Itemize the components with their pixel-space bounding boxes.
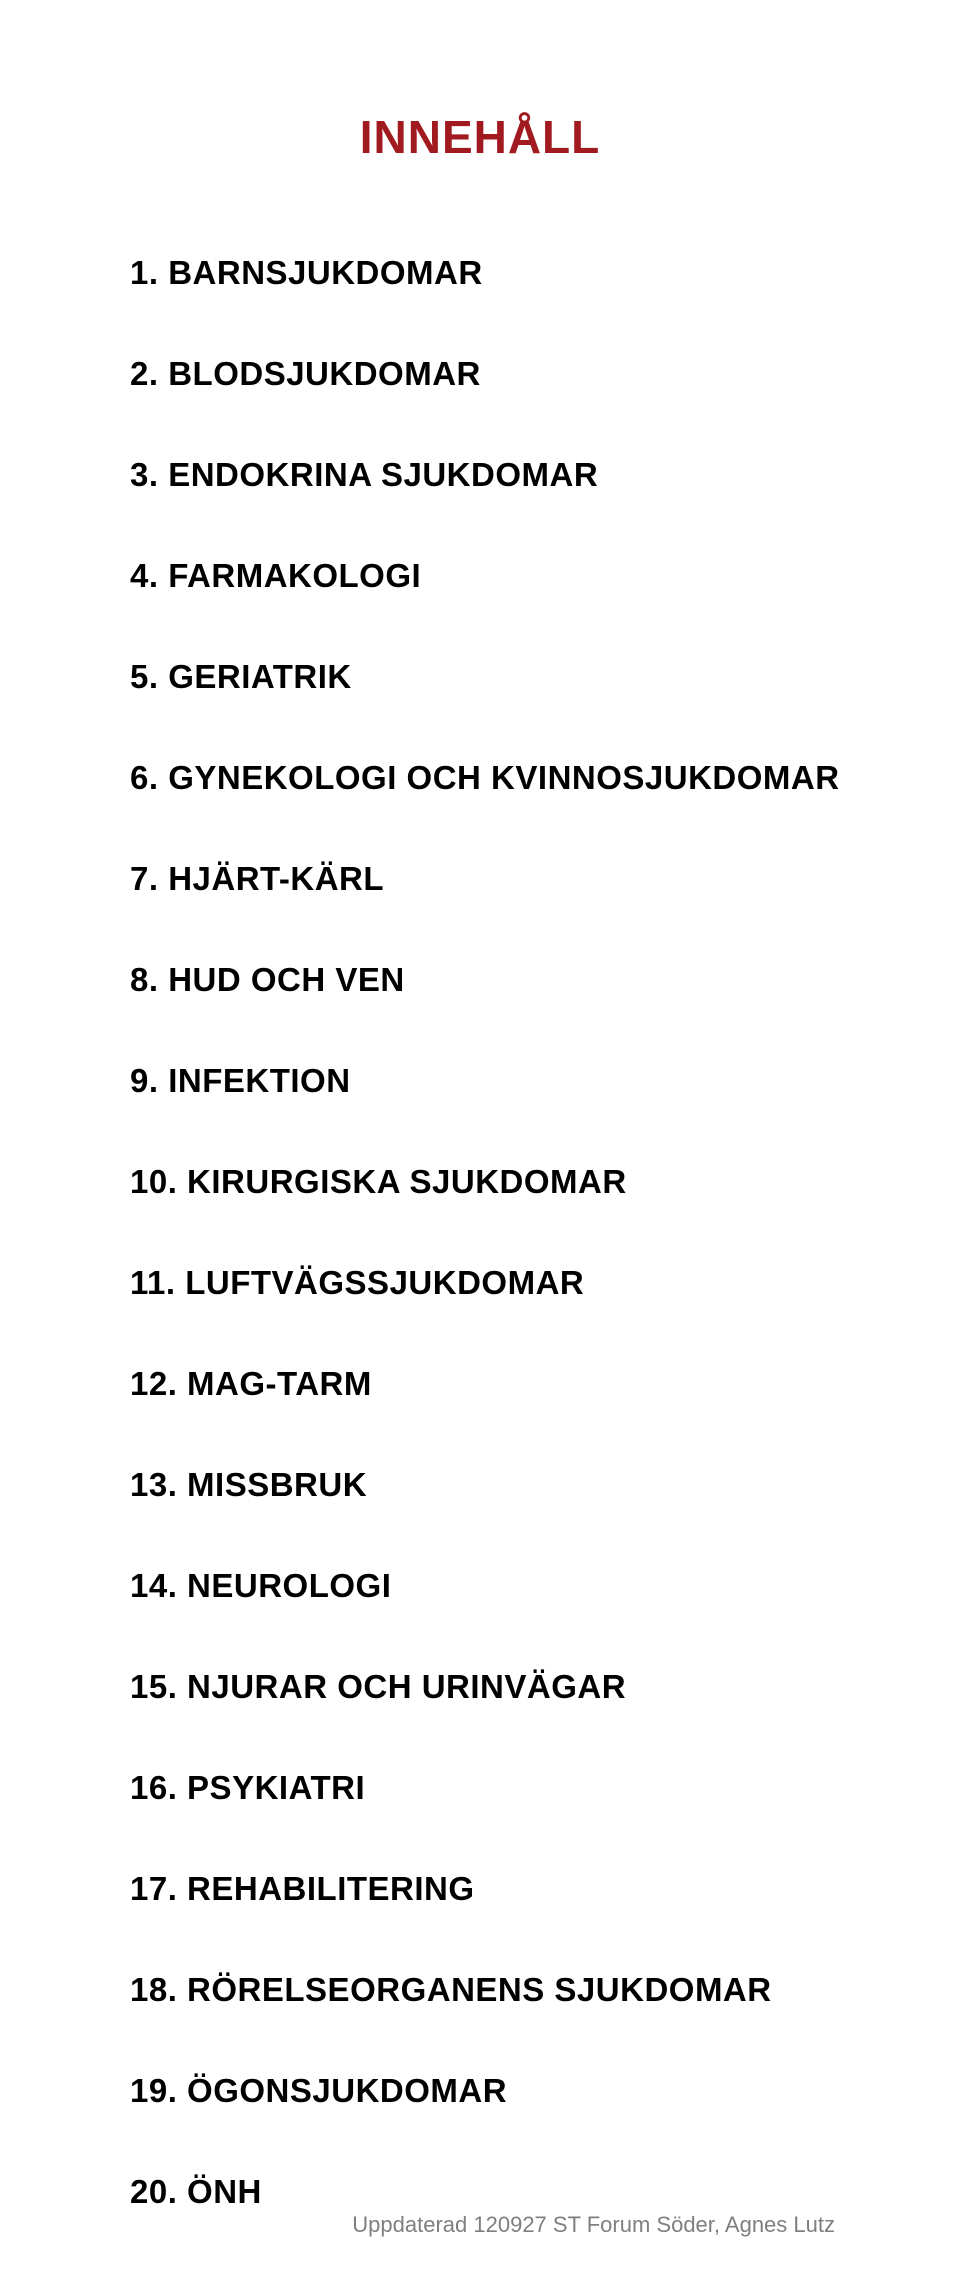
toc-item-label: RÖRELSEORGANENS SJUKDOMAR: [177, 1971, 771, 2008]
toc-item-label: BLODSJUKDOMAR: [159, 355, 481, 392]
toc-item: 20. ÖNH: [130, 2173, 830, 2211]
toc-item-number: 6.: [130, 759, 159, 797]
page-title: INNEHÅLL: [130, 110, 830, 164]
toc-item-number: 10.: [130, 1163, 177, 1201]
toc-item: 17. REHABILITERING: [130, 1870, 830, 1908]
toc-item-number: 16.: [130, 1769, 177, 1807]
toc-item-number: 17.: [130, 1870, 177, 1908]
toc-item: 6. GYNEKOLOGI OCH KVINNOSJUKDOMAR: [130, 759, 830, 797]
toc-item: 8. HUD OCH VEN: [130, 961, 830, 999]
toc-item: 3. ENDOKRINA SJUKDOMAR: [130, 456, 830, 494]
toc-item-number: 1.: [130, 254, 159, 292]
toc-item-number: 9.: [130, 1062, 159, 1100]
toc-item: 12. MAG-TARM: [130, 1365, 830, 1403]
toc-item-label: GERIATRIK: [159, 658, 352, 695]
toc-item-number: 20.: [130, 2173, 177, 2211]
footer-text: Uppdaterad 120927 ST Forum Söder, Agnes …: [352, 2212, 835, 2238]
toc-item-number: 12.: [130, 1365, 177, 1403]
toc-item: 10. KIRURGISKA SJUKDOMAR: [130, 1163, 830, 1201]
toc-item-label: ÖGONSJUKDOMAR: [177, 2072, 507, 2109]
toc-item-label: MISSBRUK: [177, 1466, 367, 1503]
toc-item: 14. NEUROLOGI: [130, 1567, 830, 1605]
toc-item: 19. ÖGONSJUKDOMAR: [130, 2072, 830, 2110]
toc-item: 5. GERIATRIK: [130, 658, 830, 696]
toc-item-label: HUD OCH VEN: [159, 961, 405, 998]
toc-item-number: 19.: [130, 2072, 177, 2110]
toc-item-number: 2.: [130, 355, 159, 393]
toc-item-number: 5.: [130, 658, 159, 696]
toc-item-number: 13.: [130, 1466, 177, 1504]
table-of-contents: 1. BARNSJUKDOMAR 2. BLODSJUKDOMAR 3. ENDOK…: [130, 254, 830, 2211]
toc-item-label: GYNEKOLOGI OCH KVINNOSJUKDOMAR: [159, 759, 840, 796]
toc-item: 15. NJURAR OCH URINVÄGAR: [130, 1668, 830, 1706]
toc-item-label: HJÄRT-KÄRL: [159, 860, 385, 897]
toc-item-label: INFEKTION: [159, 1062, 351, 1099]
toc-item-number: 11.: [130, 1264, 176, 1302]
toc-item-label: MAG-TARM: [177, 1365, 372, 1402]
toc-item: 9. INFEKTION: [130, 1062, 830, 1100]
toc-item-label: ENDOKRINA SJUKDOMAR: [159, 456, 599, 493]
toc-item-label: NEUROLOGI: [177, 1567, 391, 1604]
toc-item-label: NJURAR OCH URINVÄGAR: [177, 1668, 626, 1705]
toc-item: 18. RÖRELSEORGANENS SJUKDOMAR: [130, 1971, 830, 2009]
toc-item-label: BARNSJUKDOMAR: [159, 254, 483, 291]
toc-item: 11. LUFTVÄGSSJUKDOMAR: [130, 1264, 830, 1302]
toc-item-label: LUFTVÄGSSJUKDOMAR: [176, 1264, 585, 1301]
toc-item-label: REHABILITERING: [177, 1870, 474, 1907]
toc-item: 13. MISSBRUK: [130, 1466, 830, 1504]
toc-item-number: 15.: [130, 1668, 177, 1706]
toc-item-label: KIRURGISKA SJUKDOMAR: [177, 1163, 626, 1200]
toc-item-number: 7.: [130, 860, 159, 898]
toc-item-label: FARMAKOLOGI: [159, 557, 422, 594]
toc-item: 16. PSYKIATRI: [130, 1769, 830, 1807]
toc-item-number: 14.: [130, 1567, 177, 1605]
toc-item: 1. BARNSJUKDOMAR: [130, 254, 830, 292]
toc-item-label: PSYKIATRI: [177, 1769, 365, 1806]
toc-item: 7. HJÄRT-KÄRL: [130, 860, 830, 898]
toc-item-label: ÖNH: [177, 2173, 262, 2210]
toc-item-number: 4.: [130, 557, 159, 595]
toc-item-number: 3.: [130, 456, 159, 494]
toc-item-number: 18.: [130, 1971, 177, 2009]
toc-item-number: 8.: [130, 961, 159, 999]
toc-item: 4. FARMAKOLOGI: [130, 557, 830, 595]
page: INNEHÅLL 1. BARNSJUKDOMAR 2. BLODSJUKDOMA…: [0, 0, 960, 2278]
toc-item: 2. BLODSJUKDOMAR: [130, 355, 830, 393]
